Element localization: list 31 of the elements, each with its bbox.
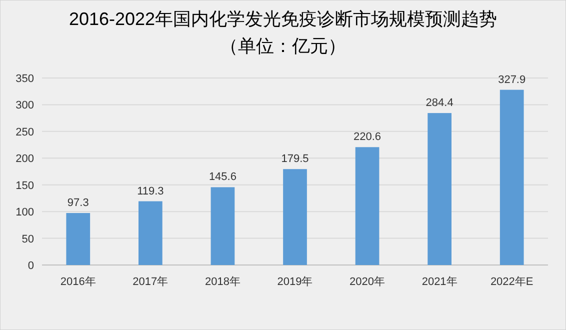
x-tick-label: 2017年 [132,276,168,288]
y-tick-label: 100 [16,206,34,219]
bar [283,169,307,265]
data-label: 145.6 [208,171,236,184]
bar [210,187,235,265]
x-tick-label: 2018年 [204,276,240,288]
x-tick-label: 2019年 [277,276,313,288]
y-tick-label: 200 [16,153,34,166]
y-tick-label: 150 [16,180,34,192]
x-tick-label: 2022年E [490,276,534,288]
x-tick-label: 2020年 [350,276,386,288]
bar [500,90,524,265]
x-tick-label: 2021年 [422,276,458,288]
bar [138,201,162,265]
data-label: 327.9 [498,74,526,86]
data-label: 119.3 [137,185,164,198]
y-tick-label: 350 [16,73,34,85]
y-tick-label: 250 [16,126,34,138]
bar [355,147,380,265]
bar [66,213,90,265]
data-label: 179.5 [281,153,309,166]
chart-title: 2016-2022年国内化学发光免疫诊断市场规模预测趋势 [68,9,498,29]
data-label: 284.4 [426,97,454,110]
x-tick-label: 2016年 [60,276,96,288]
data-label: 220.6 [354,131,382,144]
data-label: 97.3 [67,197,89,210]
y-tick-label: 50 [22,233,34,246]
bar [428,113,452,265]
y-tick-label: 0 [28,260,34,272]
chart-subtitle: （单位：亿元） [220,36,346,56]
y-tick-label: 300 [16,100,34,112]
